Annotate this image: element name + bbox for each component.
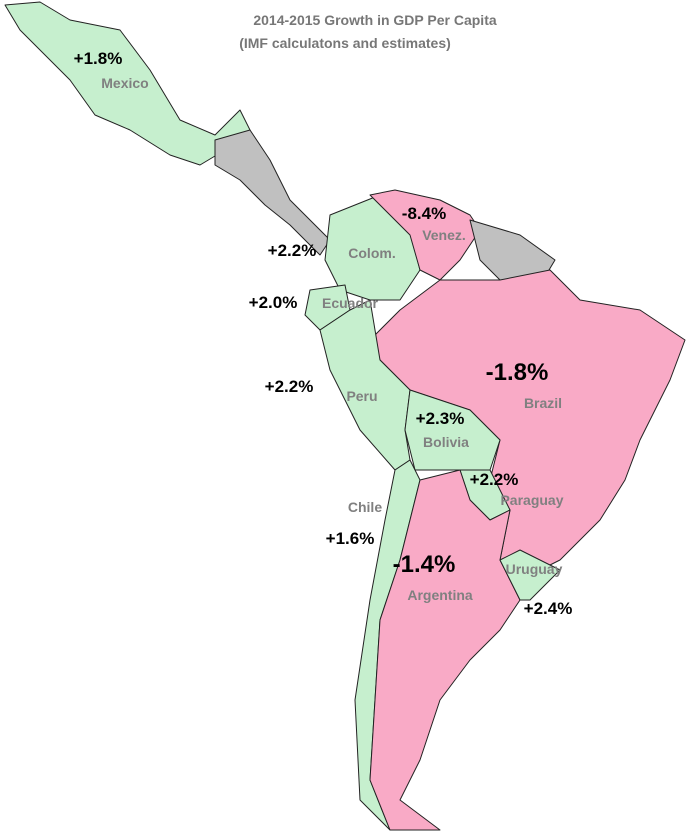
growth-label: +2.3% [416, 409, 465, 428]
labels: Mexico +1.8% Colom. +2.2% Venez. -8.4% Ecuador… [74, 49, 573, 618]
growth-label: -1.4% [393, 551, 456, 578]
country-name: Bolivia [423, 434, 469, 450]
country-name: Argentina [407, 587, 473, 603]
growth-label: +2.0% [249, 293, 298, 312]
country-name: Mexico [101, 75, 148, 91]
country-name: Paraguay [500, 492, 563, 508]
growth-label: -1.8% [486, 359, 549, 386]
growth-label: +2.2% [470, 470, 519, 489]
argentina-shape [369, 469, 521, 831]
country-name: Brazil [524, 395, 562, 411]
growth-label: +2.4% [524, 599, 573, 618]
map-title: 2014-2015 Growth in GDP Per Capita [253, 12, 496, 28]
growth-label: +1.6% [326, 529, 375, 548]
country-name: Uruguay [506, 561, 563, 577]
country-name: Ecuador [322, 295, 379, 311]
uruguay-shape [499, 549, 561, 601]
growth-label: -8.4% [402, 204, 446, 223]
country-name: Peru [346, 388, 377, 404]
growth-label: +1.8% [74, 49, 123, 68]
map-subtitle: (IMF calculatons and estimates) [239, 35, 451, 51]
country-name: Colom. [348, 245, 395, 261]
country-name: Venez. [422, 227, 466, 243]
country-name: Chile [348, 499, 382, 515]
venezuela-shape [369, 189, 481, 281]
growth-label: +2.2% [268, 241, 317, 260]
growth-label: +2.2% [265, 377, 314, 396]
central-america-shape [214, 129, 331, 256]
land [4, 1, 686, 831]
